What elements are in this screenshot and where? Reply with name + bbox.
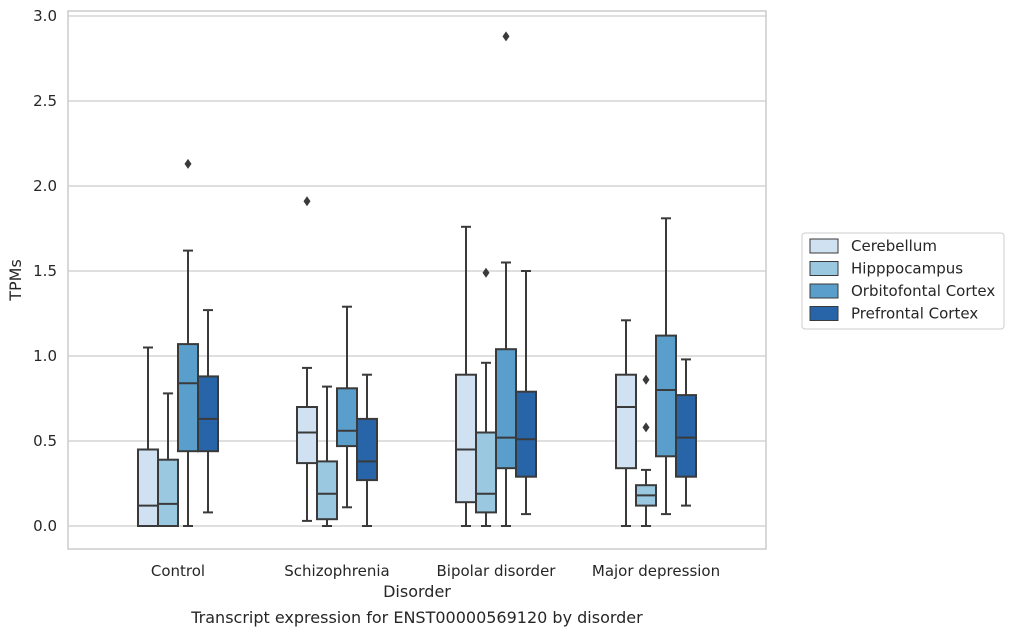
legend-label: Cerebellum	[851, 237, 937, 255]
box-body	[177, 343, 199, 453]
box-1-3	[635, 374, 657, 527]
legend-frame	[801, 232, 1005, 330]
y-axis-title: TPMs	[6, 259, 25, 302]
legend-label: Hipppocampus	[851, 260, 963, 278]
box-0-3	[615, 319, 637, 527]
box-3-2	[515, 270, 537, 516]
plot-frame	[67, 10, 767, 550]
box-0-0	[137, 346, 159, 527]
box-body	[615, 373, 637, 470]
legend-label: Orbitofontal Cortex	[851, 282, 995, 300]
y-tick-label: 1.0	[33, 347, 57, 365]
outlier-point	[482, 267, 490, 278]
box-2-2	[495, 31, 517, 527]
outlier-point	[642, 374, 650, 385]
y-tick-label: 0.5	[33, 432, 57, 450]
box-0-2	[455, 225, 477, 527]
box-body	[495, 348, 517, 470]
legend-swatch	[809, 261, 839, 276]
box-3-0	[197, 309, 219, 514]
box-1-1	[316, 385, 338, 527]
box-body	[675, 394, 697, 478]
legend: Cerebellum Hipppocampus Orbitofontal Corte…	[801, 232, 1005, 330]
x-tick-label: Schizophrenia	[284, 562, 389, 580]
box-2-1	[336, 305, 358, 509]
x-tick-label: Control	[151, 562, 205, 580]
outlier-point	[184, 158, 192, 169]
box-body	[137, 448, 159, 527]
y-tick-labels: 0.0 0.5 1.0 1.5 2.0 2.5 3.0	[33, 7, 57, 535]
box-3-1	[356, 373, 378, 527]
box-body	[515, 390, 537, 478]
y-tick-label: 3.0	[33, 7, 57, 25]
legend-swatch	[809, 238, 839, 254]
box-body	[197, 375, 219, 453]
box-body	[157, 458, 179, 528]
box-body	[356, 417, 378, 482]
x-tick-label: Major depression	[592, 562, 720, 580]
y-tick-label: 1.5	[33, 262, 57, 280]
outlier-point	[502, 31, 510, 42]
chart-caption: Transcript expression for ENST0000056912…	[190, 608, 643, 627]
box-1-2	[475, 267, 497, 527]
box-body	[455, 373, 477, 504]
outlier-point	[303, 196, 311, 207]
outlier-point	[642, 422, 650, 433]
y-tick-label: 2.5	[33, 92, 57, 110]
box-2-0	[177, 158, 199, 527]
box-body	[475, 431, 497, 514]
x-tick-label: Bipolar disorder	[437, 562, 557, 580]
y-tick-label: 2.0	[33, 177, 57, 195]
legend-swatch	[809, 306, 839, 321]
box-2-3	[655, 217, 677, 516]
box-body	[655, 334, 677, 458]
box-body	[316, 460, 338, 521]
box-body	[336, 387, 358, 448]
x-axis-title: Disorder	[383, 582, 451, 601]
y-tick-label: 0.0	[33, 517, 57, 535]
boxes	[137, 31, 697, 528]
legend-swatch	[809, 283, 839, 299]
x-tick-labels: Control Schizophrenia Bipolar disorder Majo…	[151, 562, 720, 580]
box-body	[296, 406, 318, 465]
box-1-0	[157, 392, 179, 528]
box-0-1	[296, 196, 318, 522]
box-3-3	[675, 358, 697, 507]
legend-label: Prefrontal Cortex	[851, 305, 978, 323]
